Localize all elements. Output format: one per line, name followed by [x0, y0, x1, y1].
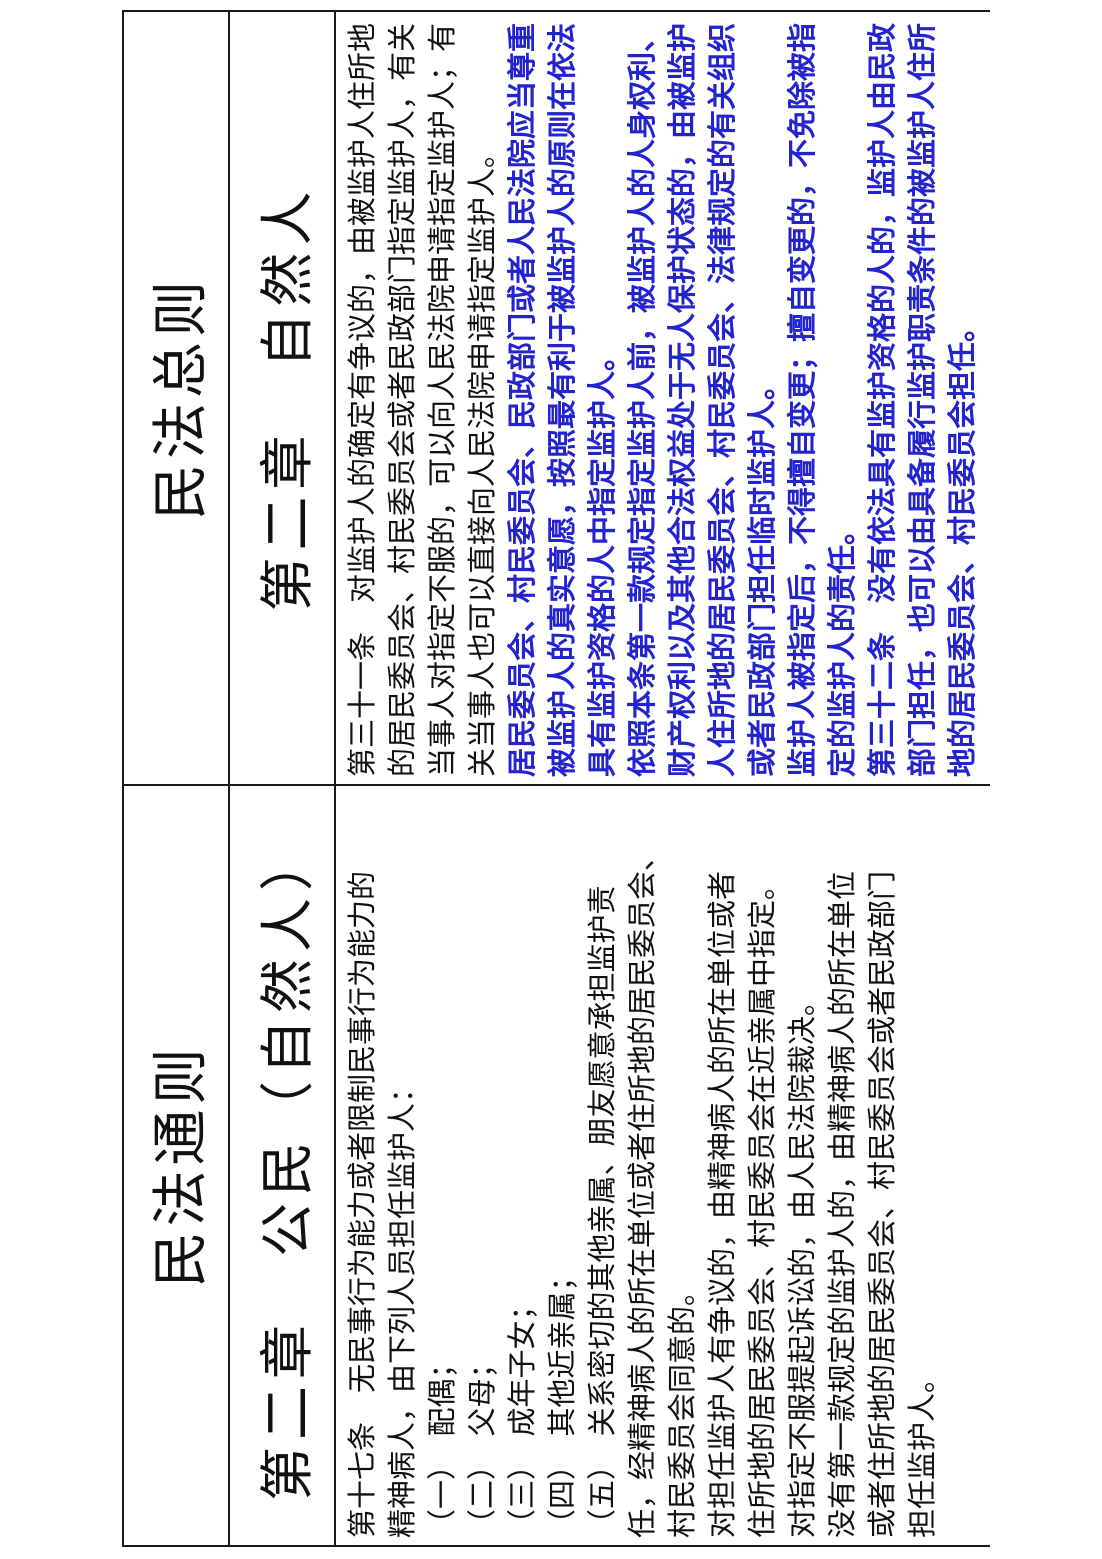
body-text-line: （四） 其他近亲属； [547, 1262, 579, 1538]
body-text-line: （一） 配偶； [427, 1349, 459, 1538]
right-law-title: 民法总则 [124, 12, 230, 784]
body-text-line: 担任监护人。 [907, 1363, 939, 1538]
body-text-line: 任，经精神病人的所在单位或者住所地的居民委员会、 [627, 841, 659, 1538]
body-text-line: 财产权利以及其他合法权益处于无人保护状态的，由被监护 [667, 22, 699, 777]
body-text-line: 第三十二条 没有依法具有监护资格的人的，监护人由民政 [867, 22, 899, 777]
body-text-line: 或者住所地的居民委员会、村民委员会或者民政部门 [867, 870, 899, 1538]
body-text-line: 第十七条 无民事行为能力或者限制民事行为能力的 [347, 870, 379, 1538]
body-text-line: 居民委员会、村民委员会、民政部门或者人民法院应当尊重 [507, 22, 539, 777]
body-text-line: （三） 成年子女； [507, 1291, 539, 1538]
body-text-line: 人住所地的居民委员会、村民委员会、法律规定的有关组织 [707, 22, 739, 777]
left-article-text: 第十七条 无民事行为能力或者限制民事行为能力的 精神病人，由下列人员担任监护人：（… [336, 786, 990, 1545]
body-text-line: 部门担任，也可以由具备履行监护职责条件的被监护人住所 [907, 22, 939, 777]
body-text-line: 被监护人的真实意愿，按照最有利于被监护人的原则在依法 [547, 22, 579, 777]
body-text-line: 地的居民委员会、村民委员会担任。 [947, 312, 979, 777]
law-comparison-table: 民法通则 第二章 公民（自然人） 第十七条 无民事行为能力或者限制民事行为能力的… [122, 10, 990, 1547]
body-text-line: （五） 关系密切的其他亲属、朋友愿意承担监护责 [587, 885, 619, 1538]
left-law-title: 民法通则 [124, 786, 230, 1545]
right-article-text: 第三十一条 对监护人的确定有争议的，由被监护人住所地 的居民委员会、村民委员会或者… [336, 12, 990, 784]
body-text-line: 关当事人也可以直接向人民法院申请指定监护人。 [467, 138, 499, 777]
right-chapter-heading: 第二章 自然人 [230, 12, 336, 784]
body-text-line: 住所地的居民委员会、村民委员会在近亲属中指定。 [747, 870, 779, 1538]
body-text-line: 监护人被指定后，不得擅自变更；擅自变更的，不免除被指 [787, 22, 819, 777]
body-text-line: （二） 父母； [467, 1349, 499, 1538]
body-text-line: 对指定不服提起诉讼的，由人民法院裁决。 [787, 986, 819, 1538]
column-minfa-tongze: 民法通则 第二章 公民（自然人） 第十七条 无民事行为能力或者限制民事行为能力的… [124, 784, 990, 1545]
body-text-line: 定的监护人的责任。 [827, 515, 859, 777]
body-text-line: 依照本条第一款规定指定监护人前，被监护人的人身权利、 [627, 22, 659, 777]
body-text-line: 或者民政部门担任临时监护人。 [747, 370, 779, 777]
body-text-line: 的居民委员会、村民委员会或者民政部门指定监护人，有关 [387, 22, 419, 777]
body-text-line: 第三十一条 对监护人的确定有争议的，由被监护人住所地 [347, 22, 379, 777]
body-text-line: 对担任监护人有争议的，由精神病人的所在单位或者 [707, 870, 739, 1538]
body-text-line: 当事人对指定不服的，可以向人民法院申请指定监护人；有 [427, 22, 459, 777]
column-minfa-zongze: 民法总则 第二章 自然人 第三十一条 对监护人的确定有争议的，由被监护人住所地的… [124, 12, 990, 784]
body-text-line: 没有第一款规定的监护人的，由精神病人的所在单位 [827, 870, 859, 1538]
left-chapter-heading: 第二章 公民（自然人） [230, 786, 336, 1545]
body-text-line: 具有监护资格的人中指定监护人。 [587, 341, 619, 777]
body-text-line: 村民委员会同意的。 [667, 1276, 699, 1538]
body-text-line: 精神病人，由下列人员担任监护人： [387, 1073, 419, 1538]
